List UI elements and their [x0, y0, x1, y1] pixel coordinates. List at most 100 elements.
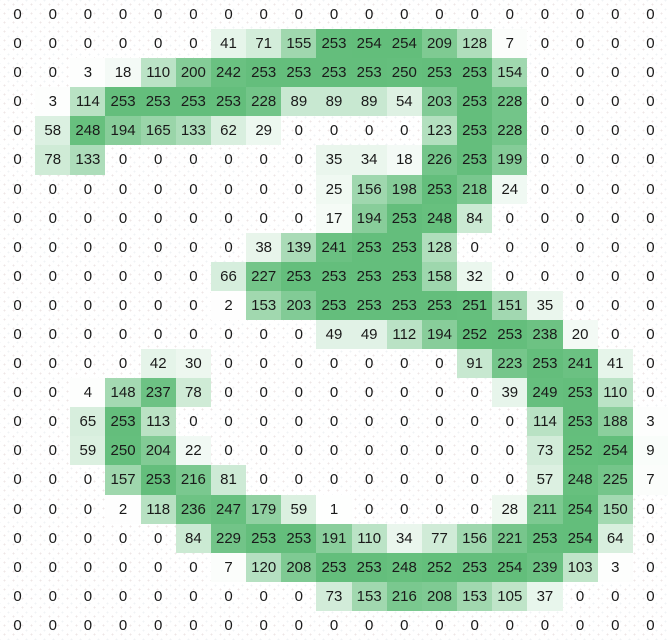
- cell-value: 0: [154, 558, 163, 576]
- cell-value: 0: [118, 296, 128, 314]
- heatmap-cell: 0: [457, 465, 492, 494]
- cell-value: 0: [294, 471, 303, 489]
- cell-value: 248: [567, 471, 593, 489]
- heatmap-cell: 0: [35, 262, 70, 291]
- heatmap-cell: 0: [563, 0, 598, 29]
- cell-value: 0: [540, 267, 550, 285]
- heatmap-cell: 0: [0, 436, 35, 465]
- heatmap-cell: 0: [35, 349, 70, 378]
- cell-value: 254: [391, 35, 417, 53]
- heatmap-cell: 253: [386, 290, 422, 320]
- cell-value: 0: [154, 209, 163, 227]
- cell-value: 0: [329, 616, 339, 634]
- heatmap-cell: 0: [141, 0, 176, 29]
- heatmap-cell: 0: [0, 145, 35, 174]
- heatmap-cell: 0: [105, 291, 140, 320]
- heatmap-cell: 0: [633, 0, 668, 29]
- cell-value: 253: [251, 529, 277, 547]
- cell-value: 0: [611, 35, 620, 53]
- heatmap-cell: 0: [141, 233, 176, 262]
- cell-value: 237: [145, 384, 171, 402]
- cell-value: 0: [575, 122, 585, 140]
- cell-value: 209: [426, 35, 452, 53]
- cell-value: 0: [154, 180, 163, 198]
- cell-value: 0: [364, 471, 374, 489]
- heatmap-cell: 37: [527, 581, 563, 611]
- cell-value: 253: [391, 209, 417, 227]
- heatmap-cell: 0: [105, 582, 140, 611]
- heatmap-cell: 78: [35, 145, 71, 175]
- heatmap-cell: 0: [0, 407, 35, 436]
- cell-value: 226: [426, 151, 452, 169]
- cell-value: 0: [224, 6, 233, 24]
- cell-value: 253: [180, 93, 206, 111]
- heatmap-cell: 151: [492, 290, 528, 320]
- heatmap-cell: 0: [70, 495, 105, 524]
- heatmap-cell: 59: [281, 494, 317, 524]
- cell-value: 0: [646, 35, 655, 53]
- cell-value: 7: [224, 558, 233, 576]
- cell-value: 0: [224, 238, 233, 256]
- heatmap-cell: 0: [35, 524, 70, 553]
- heatmap-cell: 0: [176, 145, 211, 174]
- heatmap-cell: 0: [633, 204, 668, 233]
- heatmap-cell: 133: [175, 116, 211, 146]
- cell-value: 49: [325, 326, 343, 344]
- heatmap-cell: 194: [421, 320, 458, 350]
- cell-value: 0: [13, 587, 22, 605]
- heatmap-cell: 0: [387, 407, 422, 436]
- cell-value: 0: [329, 122, 339, 140]
- cell-value: 34: [395, 529, 413, 547]
- heatmap-cell: 228: [492, 87, 528, 117]
- heatmap-cell: 156: [457, 523, 493, 553]
- heatmap-cell: 253: [281, 58, 317, 88]
- cell-value: 0: [154, 587, 163, 605]
- cell-value: 248: [75, 122, 101, 140]
- cell-value: 154: [497, 64, 523, 82]
- heatmap-cell: 0: [527, 233, 562, 262]
- cell-value: 153: [251, 296, 277, 314]
- heatmap-cell: 0: [70, 233, 105, 262]
- heatmap-cell: 0: [176, 407, 211, 436]
- heatmap-cell: 39: [492, 378, 528, 408]
- heatmap-cell: 0: [246, 0, 281, 29]
- cell-value: 3: [611, 558, 620, 576]
- heatmap-cell: 0: [281, 175, 316, 204]
- cell-value: 0: [224, 151, 233, 169]
- heatmap-cell: 62: [210, 116, 247, 146]
- heatmap-cell: 105: [492, 581, 528, 611]
- heatmap-cell: 200: [175, 58, 211, 88]
- heatmap-cell: 225: [597, 465, 633, 495]
- heatmap-cell: 22: [175, 436, 211, 466]
- heatmap-cell: 0: [0, 29, 35, 58]
- heatmap-cell: 253: [105, 87, 141, 117]
- cell-value: 228: [251, 93, 277, 111]
- heatmap-cell: 73: [316, 581, 352, 611]
- heatmap-cell: 250: [105, 436, 141, 466]
- cell-value: 0: [329, 471, 339, 489]
- heatmap-cell: 0: [633, 349, 668, 378]
- cell-value: 0: [259, 384, 268, 402]
- cell-value: 0: [118, 35, 128, 53]
- cell-value: 0: [540, 209, 550, 227]
- cell-value: 0: [505, 471, 514, 489]
- heatmap-cell: 253: [386, 203, 422, 233]
- cell-value: 0: [611, 209, 620, 227]
- heatmap-cell: 0: [211, 349, 246, 378]
- heatmap-cell: 208: [421, 581, 458, 611]
- cell-value: 0: [259, 326, 268, 344]
- cell-value: 253: [145, 471, 171, 489]
- heatmap-cell: 253: [421, 290, 458, 320]
- heatmap-cell: 0: [633, 553, 668, 582]
- cell-value: 204: [145, 442, 171, 460]
- heatmap-cell: 0: [633, 87, 668, 116]
- heatmap-cell: 18: [386, 145, 422, 175]
- cell-value: 25: [325, 180, 343, 198]
- cell-value: 0: [575, 64, 585, 82]
- heatmap-cell: 0: [633, 58, 668, 87]
- heatmap-cell: 84: [175, 523, 211, 553]
- cell-value: 0: [259, 442, 268, 460]
- heatmap-cell: 35: [527, 290, 563, 320]
- cell-value: 0: [48, 238, 57, 256]
- heatmap-cell: 0: [422, 436, 457, 465]
